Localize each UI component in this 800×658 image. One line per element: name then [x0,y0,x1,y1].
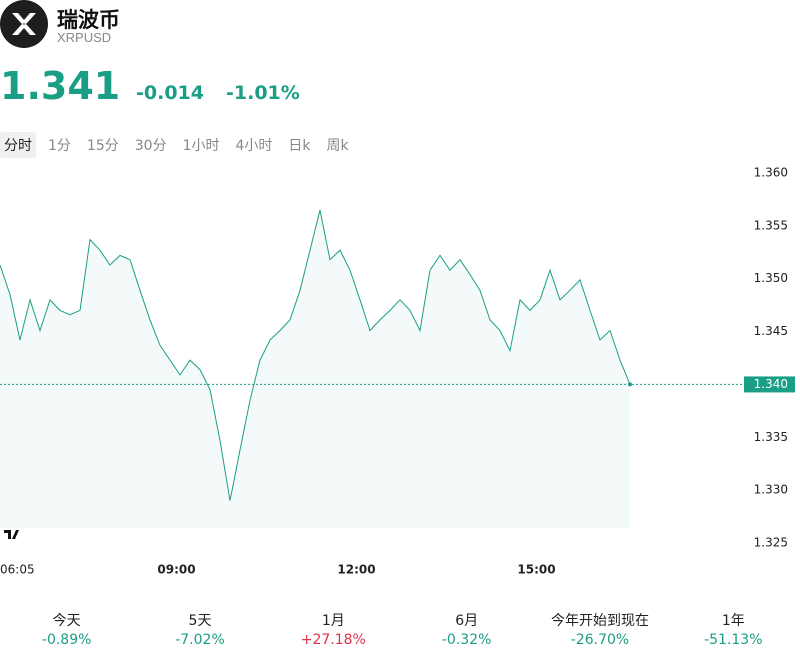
y-tick-label: 1.325 [754,536,788,550]
asset-symbol: XRPUSD [57,30,112,45]
asset-name: 瑞波币 [57,8,120,32]
y-tick-label: 1.360 [754,165,788,179]
y-tick-label: 1.345 [754,324,788,338]
area [0,210,630,528]
tab[interactable]: 日k [288,138,311,154]
period-change: -0.89% [41,632,92,648]
period-label: 今天 [52,613,81,629]
performance-cell[interactable]: 1年 -51.13% [667,610,800,648]
tab[interactable]: 1分 [48,138,71,154]
performance-cell[interactable]: 1月 +27.18% [267,610,400,648]
period-change: -51.13% [704,632,763,648]
chart: 1.360 1.355 1.350 1.345 1.340 1.335 1.330 1.325… [0,165,795,577]
performance-cell[interactable]: 5天 -7.02% [133,610,266,648]
change: -0.014 [136,82,204,104]
tab[interactable]: 30分 [134,138,167,154]
x-tick-label: 15:00 [517,563,555,577]
period-change: -7.02% [175,632,225,648]
period-change: -0.32% [441,632,492,648]
price: 1.341 [0,64,121,108]
tabs: 分时 1分 15分 30分 1小时 4小时 日k 周k [0,132,361,158]
performance: 今天 -0.89% 5天 -7.02% 1月 +27.18% 6月 -0.32% 今年开始到现在… [0,610,800,648]
period-label: 6月 [455,613,479,629]
price-line [0,209,631,501]
price-tag [744,376,795,393]
logo [0,0,48,48]
performance-cell[interactable]: 今天 -0.89% [0,610,133,648]
y-tick-label: 1.350 [754,271,788,285]
period-label: 今年开始到现在 [550,613,649,629]
period-label: 5天 [188,613,212,629]
y-tick-label: 1.335 [754,430,788,444]
y-tick-label: 1.330 [754,483,788,497]
y-tick-label: 1.355 [754,218,788,232]
x-tick-label: 06:05 [0,563,35,577]
period-change: -26.70% [570,632,630,648]
tv-logo [4,530,19,539]
price-tag-label: 1.340 [754,377,788,391]
tab[interactable]: 分时 [0,132,36,158]
x-tick-label: 09:00 [157,563,195,577]
period-label: 1年 [721,613,745,629]
tab[interactable]: 1小时 [182,138,220,154]
tab[interactable]: 15分 [86,138,119,154]
change-pct: -1.01% [226,82,300,104]
period-label: 1月 [321,613,345,629]
tab[interactable]: 4小时 [235,138,273,154]
period-change: +27.18% [300,632,366,648]
performance-cell[interactable]: 今年开始到现在 -26.70% [533,610,666,648]
x-tick-label: 12:00 [337,563,375,577]
tab[interactable]: 周k [326,138,349,154]
performance-cell[interactable]: 6月 -0.32% [400,610,533,648]
